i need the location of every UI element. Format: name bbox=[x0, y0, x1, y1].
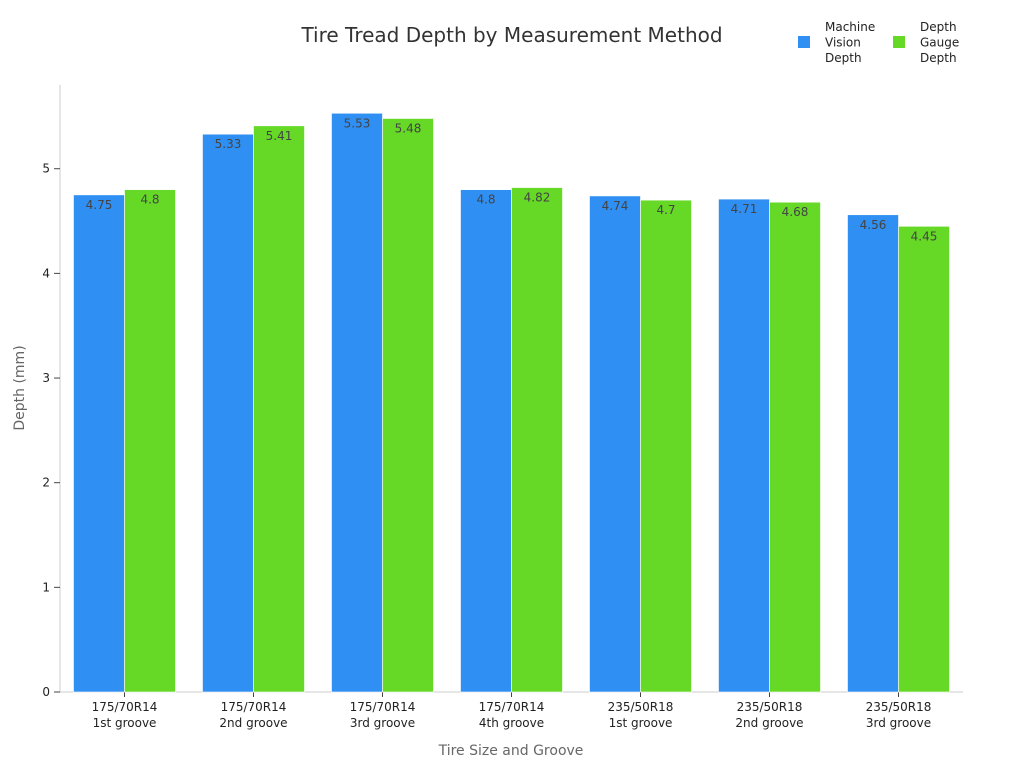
bar-machine-vision bbox=[718, 198, 770, 693]
bar-labels: 4.75 4.8 5.33 5.41 5.53 5.48 4.8 4.82 4.74 4.7 4.7… bbox=[86, 116, 938, 243]
bar-machine-vision bbox=[73, 194, 125, 693]
bar-depth-gauge bbox=[769, 201, 821, 693]
bar-depth-gauge bbox=[511, 187, 563, 693]
y-tick-label: 1 bbox=[42, 580, 50, 594]
x-tick-label: 175/70R14 3rd groove bbox=[350, 700, 416, 730]
y-tick-label: 0 bbox=[42, 685, 50, 699]
x-axis-title: Tire Size and Groove bbox=[438, 743, 584, 759]
legend: Machine Vision Depth Depth Gauge Depth bbox=[798, 20, 959, 65]
axes: 0 1 2 3 4 5 175/70R14 1st groove 175/70R14 2nd gr… bbox=[42, 85, 963, 730]
bar-value-label: 5.33 bbox=[215, 137, 242, 151]
bar-value-label: 4.7 bbox=[656, 203, 675, 217]
x-tick-label: 235/50R18 2nd groove bbox=[735, 700, 803, 730]
bar-value-label: 5.41 bbox=[266, 129, 293, 143]
chart-title: Tire Tread Depth by Measurement Method bbox=[300, 23, 722, 47]
bar-value-label: 4.8 bbox=[476, 193, 495, 207]
bar-value-label: 4.75 bbox=[86, 198, 113, 212]
bar-depth-gauge bbox=[382, 118, 434, 693]
bar-machine-vision bbox=[331, 112, 383, 693]
bar-depth-gauge bbox=[640, 199, 692, 693]
bar-value-label: 5.53 bbox=[344, 116, 371, 130]
x-tick-label: 235/50R18 1st groove bbox=[608, 700, 674, 730]
bar-value-label: 4.45 bbox=[911, 229, 938, 243]
y-axis-title: Depth (mm) bbox=[12, 345, 28, 430]
bar-value-label: 4.74 bbox=[602, 199, 629, 213]
bar-value-label: 5.48 bbox=[395, 121, 422, 135]
bar-value-label: 4.68 bbox=[782, 205, 809, 219]
legend-label: Depth Gauge Depth bbox=[920, 20, 959, 65]
legend-swatch bbox=[893, 36, 905, 48]
x-tick-label: 235/50R18 3rd groove bbox=[866, 700, 932, 730]
legend-label: Machine Vision Depth bbox=[825, 20, 875, 65]
x-tick-label: 175/70R14 4th groove bbox=[479, 700, 545, 730]
x-tick-label: 175/70R14 1st groove bbox=[92, 700, 158, 730]
y-tick-label: 5 bbox=[42, 162, 50, 176]
bar-value-label: 4.71 bbox=[731, 202, 758, 216]
bar-value-label: 4.56 bbox=[860, 218, 887, 232]
bar-machine-vision bbox=[589, 195, 641, 693]
bar-machine-vision bbox=[202, 133, 254, 693]
y-tick-label: 3 bbox=[42, 371, 50, 385]
bar-value-label: 4.8 bbox=[140, 193, 159, 207]
bar-machine-vision bbox=[460, 189, 512, 693]
bar-machine-vision bbox=[847, 214, 899, 693]
bar-depth-gauge bbox=[898, 225, 950, 693]
bar-value-label: 4.82 bbox=[524, 191, 551, 205]
bar-depth-gauge bbox=[124, 189, 176, 693]
y-tick-label: 2 bbox=[42, 476, 50, 490]
x-tick-label: 175/70R14 2nd groove bbox=[219, 700, 287, 730]
bar-depth-gauge bbox=[253, 125, 305, 693]
y-tick-label: 4 bbox=[42, 266, 50, 280]
legend-swatch bbox=[798, 36, 810, 48]
bars bbox=[73, 112, 950, 693]
